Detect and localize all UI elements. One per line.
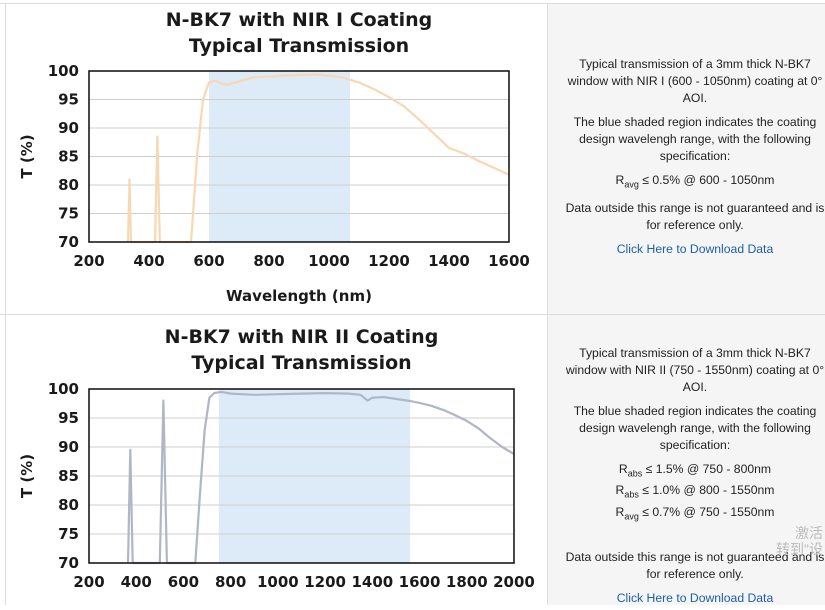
x-tick-label: 1200: [304, 573, 346, 591]
x-tick-label: 400: [121, 573, 152, 591]
nir2-chart: N-BK7 with NIR II Coating Typical Transmi…: [18, 326, 535, 591]
x-tick-label: 1000: [308, 252, 350, 270]
spec-line: Rabs ≤ 1.5% @ 750 - 800nm: [560, 461, 825, 482]
y-axis-label: T (%): [18, 134, 36, 178]
y-tick-label: 85: [58, 148, 79, 166]
y-tick-label: 100: [48, 62, 79, 80]
nir2-spec-list: Rabs ≤ 1.5% @ 750 - 800nm Rabs ≤ 1.0% @ 8…: [560, 461, 825, 525]
spec-subscript: avg: [624, 179, 639, 190]
nir1-spec-list: Ravg ≤ 0.5% @ 600 - 1050nm: [560, 172, 825, 193]
chart-subtitle: Typical Transmission: [191, 352, 411, 374]
y-tick-label: 95: [58, 409, 79, 427]
spec-value: ≤ 0.5% @ 600 - 1050nm: [638, 173, 775, 187]
x-tick-label: 200: [73, 252, 104, 270]
x-tick-label: 600: [168, 573, 199, 591]
chart-title: N-BK7 with NIR II Coating: [165, 326, 439, 348]
y-tick-label: 75: [58, 205, 79, 223]
chart-title: N-BK7 with NIR I Coating: [166, 9, 433, 31]
spec-value: ≤ 1.0% @ 800 - 1550nm: [638, 483, 775, 498]
nir2-row: N-BK7 with NIR II Coating Typical Transmi…: [0, 315, 825, 605]
row-divider: [0, 314, 825, 315]
y-tick-label: 70: [58, 233, 79, 251]
x-tick-label: 1600: [488, 252, 530, 270]
nir1-chart-cell: N-BK7 with NIR I Coating Typical Transmis…: [6, 4, 546, 314]
spec-subscript: avg: [624, 511, 639, 522]
spec-line: Ravg ≤ 0.5% @ 600 - 1050nm: [560, 172, 825, 193]
plot-frame: [88, 388, 515, 564]
top-border: [0, 3, 825, 4]
y-tick-label: 85: [58, 467, 79, 485]
y-tick-label: 90: [58, 438, 79, 456]
y-axis-label: T (%): [18, 454, 36, 498]
spec-subscript: abs: [624, 489, 639, 500]
spec-value: ≤ 0.7% @ 750 - 1550nm: [638, 504, 775, 519]
nir2-desc-disclaimer: Data outside this range is not guarantee…: [565, 550, 825, 582]
x-tick-label: 1400: [428, 252, 470, 270]
y-tick-label: 75: [58, 525, 79, 543]
nir2-desc-intro: Typical transmission of a 3mm thick N-BK…: [565, 346, 825, 394]
x-axis-label: Wavelength (nm): [226, 287, 372, 305]
left-border: [5, 4, 6, 314]
chart-subtitle: Typical Transmission: [189, 35, 409, 57]
x-tick-label: 1400: [351, 573, 393, 591]
x-tick-label: 600: [193, 252, 224, 270]
x-tick-label: 800: [253, 252, 284, 270]
x-tick-label: 1000: [257, 573, 299, 591]
nir1-desc-intro: Typical transmission of a 3mm thick N-BK…: [567, 57, 823, 105]
nir2-description-cell: Typical transmission of a 3mm thick N-BK…: [548, 315, 825, 605]
plot-frame: [88, 70, 510, 243]
nir1-row: N-BK7 with NIR I Coating Typical Transmis…: [0, 4, 825, 314]
spec-value: ≤ 1.5% @ 750 - 800nm: [642, 462, 772, 476]
nir2-chart-cell: N-BK7 with NIR II Coating Typical Transmi…: [6, 315, 546, 605]
x-tick-label: 2000: [493, 573, 535, 591]
x-tick-label: 1600: [399, 573, 441, 591]
x-tick-label: 1800: [446, 573, 488, 591]
y-tick-label: 80: [58, 496, 79, 514]
nir1-download-link[interactable]: Click Here to Download Data: [616, 242, 774, 257]
column-divider: [547, 315, 548, 605]
spec-line: Ravg ≤ 0.7% @ 750 - 1550nm: [560, 504, 825, 525]
x-tick-label: 1200: [368, 252, 410, 270]
spec-line: Rabs ≤ 1.0% @ 800 - 1550nm: [560, 482, 825, 503]
x-tick-label: 800: [215, 573, 246, 591]
x-tick-label: 400: [133, 252, 164, 270]
spec-symbol: R: [615, 483, 625, 498]
spec-symbol: R: [615, 173, 625, 187]
nir1-desc-shaded: The blue shaded region indicates the coa…: [573, 115, 817, 163]
y-tick-label: 100: [48, 380, 79, 398]
y-tick-label: 80: [58, 176, 79, 194]
nir1-desc-disclaimer: Data outside this range is not guarantee…: [565, 201, 825, 233]
nir2-desc-shaded: The blue shaded region indicates the coa…: [573, 404, 817, 452]
nir2-download-link[interactable]: Click Here to Download Data: [616, 591, 774, 606]
watermark-line-1: 激活: [795, 525, 823, 541]
y-tick-label: 90: [58, 119, 79, 137]
nir1-chart: N-BK7 with NIR I Coating Typical Transmis…: [18, 9, 530, 305]
nir2-description: Typical transmission of a 3mm thick N-BK…: [560, 345, 825, 607]
watermark-line-2: 转到"设: [776, 541, 823, 557]
nir1-description: Typical transmission of a 3mm thick N-BK…: [560, 56, 825, 258]
spec-symbol: R: [615, 504, 625, 519]
x-tick-label: 200: [73, 573, 104, 591]
nir1-description-cell: Typical transmission of a 3mm thick N-BK…: [548, 4, 825, 314]
spec-symbol: R: [618, 462, 628, 476]
spec-subscript: abs: [627, 468, 643, 479]
y-tick-label: 70: [58, 554, 79, 572]
left-border: [5, 315, 6, 605]
y-tick-label: 95: [58, 91, 79, 109]
column-divider: [547, 4, 548, 314]
